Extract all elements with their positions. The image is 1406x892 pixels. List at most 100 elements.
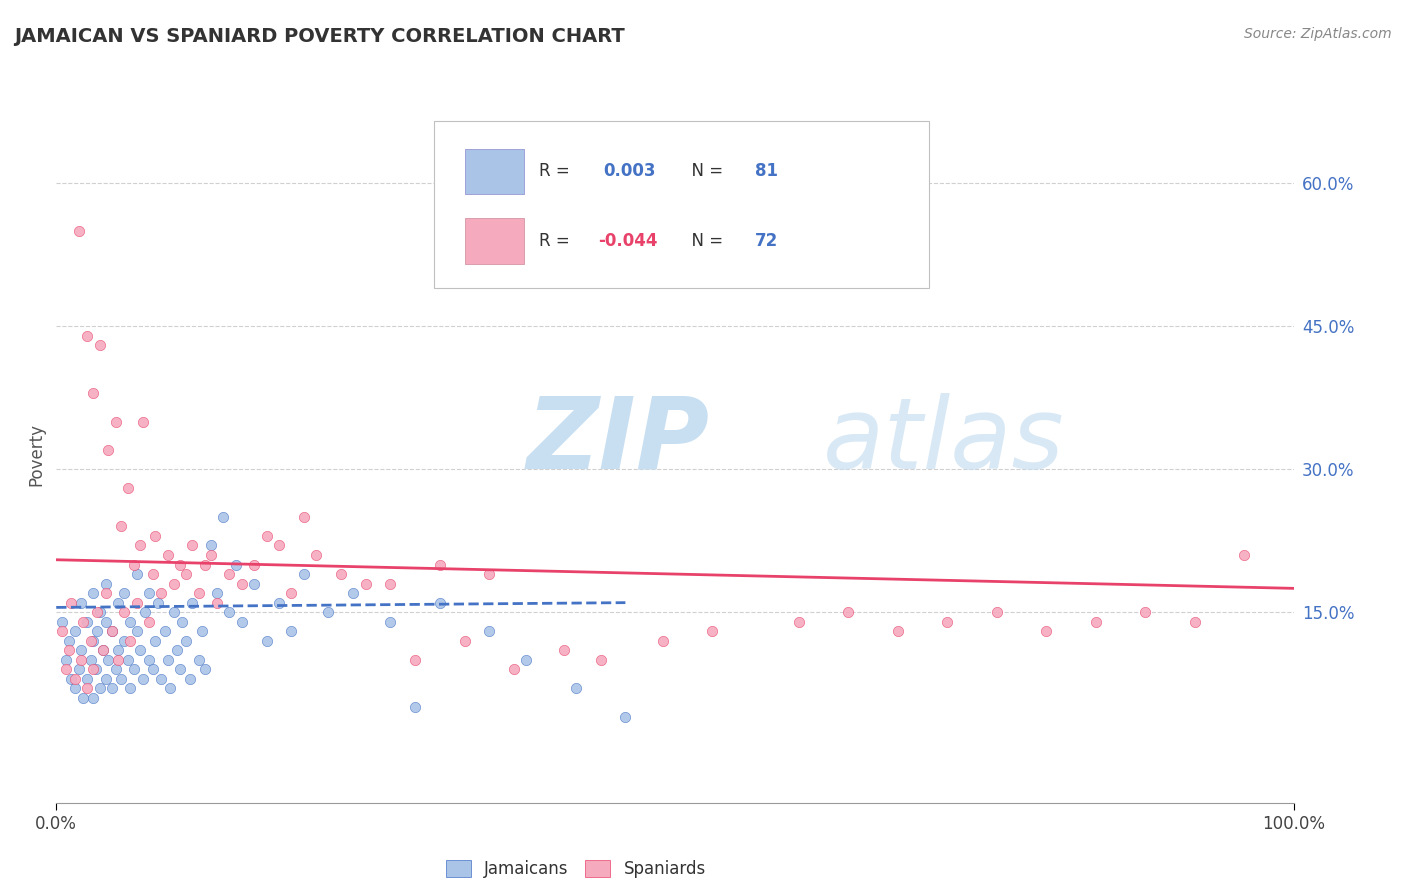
Text: 0.003: 0.003 bbox=[603, 162, 655, 180]
Point bbox=[134, 605, 156, 619]
Point bbox=[63, 681, 86, 696]
Point bbox=[91, 643, 114, 657]
Legend: Jamaicans, Spaniards: Jamaicans, Spaniards bbox=[439, 854, 713, 885]
Point bbox=[129, 539, 152, 553]
Text: 72: 72 bbox=[755, 232, 779, 250]
Point bbox=[342, 586, 364, 600]
Point bbox=[292, 509, 315, 524]
Point bbox=[132, 672, 155, 686]
Point bbox=[138, 586, 160, 600]
Point bbox=[156, 653, 179, 667]
Point bbox=[651, 633, 673, 648]
Text: -0.044: -0.044 bbox=[598, 232, 658, 250]
Point bbox=[142, 662, 165, 676]
Point bbox=[205, 586, 228, 600]
Point bbox=[110, 519, 132, 533]
Point bbox=[1233, 548, 1256, 562]
Point bbox=[132, 415, 155, 429]
Point bbox=[1184, 615, 1206, 629]
Point bbox=[138, 615, 160, 629]
Point bbox=[104, 415, 127, 429]
Point bbox=[194, 558, 217, 572]
Point bbox=[67, 224, 90, 238]
Point bbox=[453, 633, 475, 648]
Point bbox=[1084, 615, 1107, 629]
Point bbox=[404, 653, 426, 667]
Text: R =: R = bbox=[538, 162, 581, 180]
Point bbox=[169, 662, 191, 676]
Point bbox=[553, 643, 575, 657]
Point bbox=[120, 633, 142, 648]
Point bbox=[243, 558, 266, 572]
Point bbox=[318, 605, 340, 619]
Point bbox=[82, 386, 104, 401]
Point bbox=[89, 681, 111, 696]
Point bbox=[112, 586, 135, 600]
Text: N =: N = bbox=[681, 162, 728, 180]
Point bbox=[142, 567, 165, 582]
Point bbox=[218, 567, 240, 582]
Point bbox=[120, 615, 142, 629]
Point bbox=[243, 576, 266, 591]
Bar bbox=[464, 219, 524, 264]
Point bbox=[84, 662, 107, 676]
Point bbox=[179, 672, 201, 686]
Point bbox=[212, 509, 235, 524]
Point bbox=[231, 615, 253, 629]
Point bbox=[166, 643, 188, 657]
Point bbox=[86, 605, 108, 619]
Text: Source: ZipAtlas.com: Source: ZipAtlas.com bbox=[1244, 27, 1392, 41]
Point bbox=[404, 700, 426, 714]
Point bbox=[63, 672, 86, 686]
Point bbox=[60, 672, 83, 686]
Point bbox=[280, 624, 302, 639]
Point bbox=[305, 548, 328, 562]
Point bbox=[94, 576, 117, 591]
Point bbox=[256, 529, 278, 543]
Point bbox=[150, 672, 173, 686]
Point bbox=[231, 576, 253, 591]
Point bbox=[76, 681, 98, 696]
Point bbox=[101, 624, 124, 639]
Point bbox=[82, 633, 104, 648]
Point bbox=[76, 615, 98, 629]
Point bbox=[86, 624, 108, 639]
Point bbox=[129, 643, 152, 657]
Point bbox=[700, 624, 723, 639]
Point bbox=[174, 567, 197, 582]
Point bbox=[72, 690, 94, 705]
Point bbox=[503, 662, 526, 676]
Point bbox=[187, 653, 209, 667]
Point bbox=[117, 653, 139, 667]
Point bbox=[70, 643, 93, 657]
Point bbox=[58, 633, 80, 648]
Point bbox=[82, 586, 104, 600]
Text: ZIP: ZIP bbox=[526, 392, 710, 490]
Point bbox=[80, 633, 103, 648]
Point bbox=[153, 624, 176, 639]
Point bbox=[191, 624, 214, 639]
Point bbox=[936, 615, 959, 629]
Point bbox=[112, 633, 135, 648]
Point bbox=[55, 662, 77, 676]
Point bbox=[787, 615, 810, 629]
Point bbox=[91, 643, 114, 657]
Point bbox=[159, 681, 181, 696]
Point bbox=[200, 539, 222, 553]
Point bbox=[101, 681, 124, 696]
Point bbox=[107, 653, 129, 667]
Point bbox=[478, 624, 501, 639]
Point bbox=[225, 558, 247, 572]
Point bbox=[94, 586, 117, 600]
Point bbox=[110, 672, 132, 686]
Point bbox=[156, 548, 179, 562]
Point bbox=[72, 615, 94, 629]
Text: N =: N = bbox=[681, 232, 728, 250]
Point bbox=[256, 633, 278, 648]
Point bbox=[329, 567, 352, 582]
Point bbox=[63, 624, 86, 639]
Point bbox=[172, 615, 194, 629]
Point bbox=[143, 529, 166, 543]
Point bbox=[205, 596, 228, 610]
Point bbox=[112, 605, 135, 619]
